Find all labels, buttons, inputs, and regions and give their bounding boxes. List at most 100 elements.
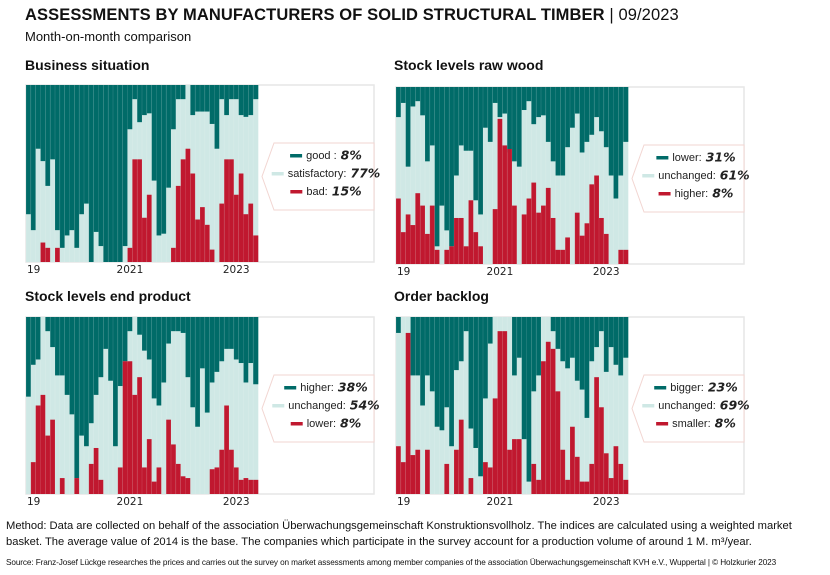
bar-segment-top — [74, 85, 80, 248]
bar-segment-middle — [243, 85, 249, 262]
bar-segment-middle — [209, 317, 215, 494]
bar-segment-bottom — [531, 182, 537, 264]
bar-segment-bottom — [560, 249, 566, 264]
bar-segment-middle — [526, 87, 532, 264]
bar-segment-middle — [175, 85, 181, 262]
bar-segment-top — [483, 317, 489, 399]
bar-segment-top — [180, 317, 186, 333]
bar-segment-middle — [108, 317, 114, 494]
bar-segment-top — [122, 317, 128, 362]
bar-segment-top — [594, 87, 600, 118]
bar-segment-middle — [200, 317, 206, 494]
bar-segment-top — [550, 87, 556, 162]
bar-segment-top — [555, 87, 561, 176]
bar-segment-bottom — [608, 478, 614, 494]
bar-segment-top — [146, 317, 152, 360]
bar-segment-middle — [64, 317, 70, 494]
bar-segment-top — [214, 85, 220, 149]
bar-segment-bottom — [127, 361, 133, 494]
legend-swatch — [656, 156, 669, 160]
bar-segment-top — [229, 317, 235, 349]
bar-segment-middle — [50, 317, 56, 494]
page-title: ASSESSMENTS BY MANUFACTURERS OF SOLID ST… — [25, 6, 679, 25]
bar-segment-bottom — [613, 446, 619, 494]
legend-item: satisfactory: 77% — [271, 166, 380, 181]
bar-segment-top — [233, 317, 239, 360]
bar-segment-bottom — [623, 249, 629, 264]
bar-segment-bottom — [487, 467, 493, 494]
bar-segment-top — [429, 87, 435, 146]
bar-segment-middle — [603, 87, 609, 264]
bar-segment-top — [473, 87, 479, 201]
bar-segment-middle — [463, 87, 469, 264]
bar-segment-middle — [507, 317, 513, 494]
legend-value: 15% — [332, 184, 362, 199]
bar-segment-bottom — [171, 444, 177, 494]
bar-segment-top — [396, 87, 402, 118]
legend-label: higher: — [300, 382, 334, 394]
bar-segment-top — [483, 87, 489, 128]
bar-segment-bottom — [429, 205, 435, 264]
bar-segment-middle — [248, 85, 254, 262]
method-note: Method: Data are collected on behalf of … — [6, 520, 792, 548]
bar-segment-middle — [171, 317, 177, 494]
bar-segment-middle — [146, 317, 152, 494]
bar-segment-bottom — [603, 453, 609, 494]
bar-segment-middle — [425, 317, 431, 494]
bar-segment-top — [410, 317, 416, 376]
bar-segment-bottom — [623, 479, 629, 494]
bar-segment-top — [88, 85, 94, 262]
bar-segment-bottom — [599, 217, 605, 264]
bar-segment-middle — [454, 317, 460, 494]
bar-segment-top — [253, 317, 259, 385]
x-tick-label: 2023 — [223, 496, 250, 508]
bar-segment-bottom — [127, 247, 133, 262]
bar-segment-bottom — [204, 224, 210, 262]
bar-segment-top — [175, 317, 181, 332]
bar-segment-top — [487, 317, 493, 344]
bar-segment-top — [204, 317, 210, 413]
chart-svg: 19 2021 2023 bigger: 23% unchanged: 69% smaller… — [395, 316, 750, 508]
bar-segment-top — [40, 85, 46, 162]
bar-segment-bottom — [40, 242, 46, 262]
bar-segment-top — [248, 317, 254, 364]
bar-segment-top — [132, 85, 138, 100]
bar-segment-middle — [429, 317, 435, 494]
bar-segment-bottom — [565, 479, 571, 494]
bar-segment-middle — [608, 317, 614, 494]
bar-segment-top — [195, 317, 201, 427]
bar-segment-top — [185, 317, 191, 378]
bar-segment-bottom — [50, 419, 56, 494]
bar-segment-top — [151, 85, 157, 181]
bar-segment-top — [618, 317, 624, 376]
bar-segment-top — [410, 87, 416, 107]
bar-segment-bottom — [405, 214, 411, 264]
legend-swatch — [642, 174, 655, 178]
bar-segment-middle — [574, 87, 580, 264]
bar-segment-top — [429, 317, 435, 392]
x-tick-label: 19 — [27, 264, 40, 276]
bar-segment-bottom — [473, 232, 479, 264]
title-text: ASSESSMENTS BY MANUFACTURERS OF SOLID ST… — [25, 6, 605, 24]
bar-segment-top — [449, 317, 455, 447]
legend-swatch — [272, 404, 285, 408]
bar-segment-top — [574, 317, 580, 381]
legend-label: lower: — [672, 152, 701, 164]
legend-item: higher: 8% — [658, 186, 733, 201]
bar-segment-top — [507, 87, 513, 153]
bar-segment-top — [50, 85, 56, 160]
bar-segment-bottom — [55, 247, 61, 262]
bar-segment-bottom — [200, 207, 206, 262]
bar-segment-top — [224, 85, 230, 116]
bar-segment-top — [400, 87, 406, 103]
bar-segment-bottom — [594, 377, 600, 494]
bar-segment-bottom — [400, 232, 406, 264]
panel-title-order-backlog: Order backlog — [394, 288, 489, 304]
bar-segment-bottom — [502, 331, 508, 494]
bar-segment-bottom — [541, 361, 547, 494]
legend-item: higher: 38% — [284, 380, 368, 395]
bar-segment-middle — [248, 317, 254, 494]
legend-label: bigger: — [670, 382, 704, 394]
bar-segment-top — [248, 85, 254, 116]
bar-segment-bottom — [219, 449, 225, 494]
